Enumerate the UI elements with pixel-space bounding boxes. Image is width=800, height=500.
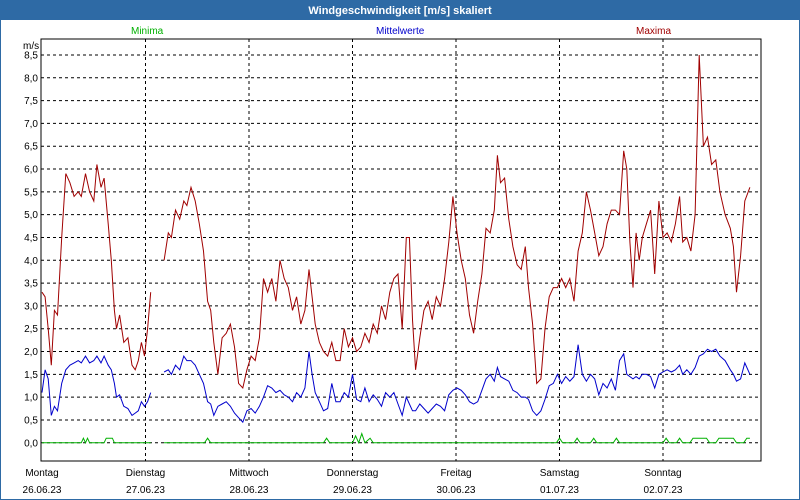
y-tick-label: 6,0 [24,165,38,176]
x-axis-ticks: Montag 26.06.23 Dienstag 27.06.23 Mittwoch 28… [23,468,683,496]
x-tick-weekday: Mittwoch [229,468,268,479]
y-axis-ticks: 0,0 0,5 1,0 1,5 2,0 2,5 3,0 3,5 4,0 4,5 5,0 5,5 6,0 6… [24,50,38,449]
x-tick-date: 26.06.23 [23,485,62,496]
x-tick-weekday: Freitag [440,468,471,479]
y-tick-label: 3,0 [24,301,38,312]
x-tick-date: 02.07.23 [644,485,683,496]
x-tick-date: 30.06.23 [437,485,476,496]
y-tick-label: 1,5 [24,370,38,381]
x-tick-date: 27.06.23 [126,485,165,496]
y-tick-label: 4,5 [24,233,38,244]
y-tick-label: 5,0 [24,210,38,221]
y-tick-label: 0,5 [24,415,38,426]
y-tick-label: 7,0 [24,119,38,130]
y-tick-label: 3,5 [24,279,38,290]
x-tick-weekday: Donnerstag [327,468,379,479]
y-tick-label: 0,0 [24,438,38,449]
series-minima-line [42,436,151,445]
y-tick-label: 5,5 [24,187,38,198]
series-minima-line [164,432,750,445]
y-tick-label: 2,5 [24,324,38,335]
x-tick-weekday: Dienstag [126,468,165,479]
y-tick-label: 4,0 [24,256,38,267]
chart-title: Windgeschwindigkeit [m/s] skaliert [1,1,799,20]
x-tick-weekday: Sonntag [644,468,681,479]
y-tick-label: 7,5 [24,96,38,107]
series-maxima-line [163,54,751,390]
y-tick-label: 8,5 [24,50,38,61]
x-tick-date: 29.06.23 [333,485,372,496]
series-mittelwerte-line [41,354,152,417]
series-maxima-line [41,164,152,371]
legend-maxima: Maxima [636,26,672,37]
legend-mittelwerte: Mittelwerte [376,26,425,37]
x-tick-weekday: Montag [25,468,58,479]
series-lines [41,54,751,445]
plot-area-border [40,38,762,462]
y-tick-label: 1,0 [24,393,38,404]
y-axis-label: m/s [23,41,39,52]
x-tick-date: 28.06.23 [230,485,269,496]
x-tick-date: 01.07.23 [540,485,579,496]
legend-minima: Minima [131,26,164,37]
series-mittelwerte-line [163,344,751,424]
y-tick-label: 2,0 [24,347,38,358]
y-tick-label: 8,0 [24,73,38,84]
y-tick-label: 6,5 [24,142,38,153]
x-tick-weekday: Samstag [540,468,579,479]
